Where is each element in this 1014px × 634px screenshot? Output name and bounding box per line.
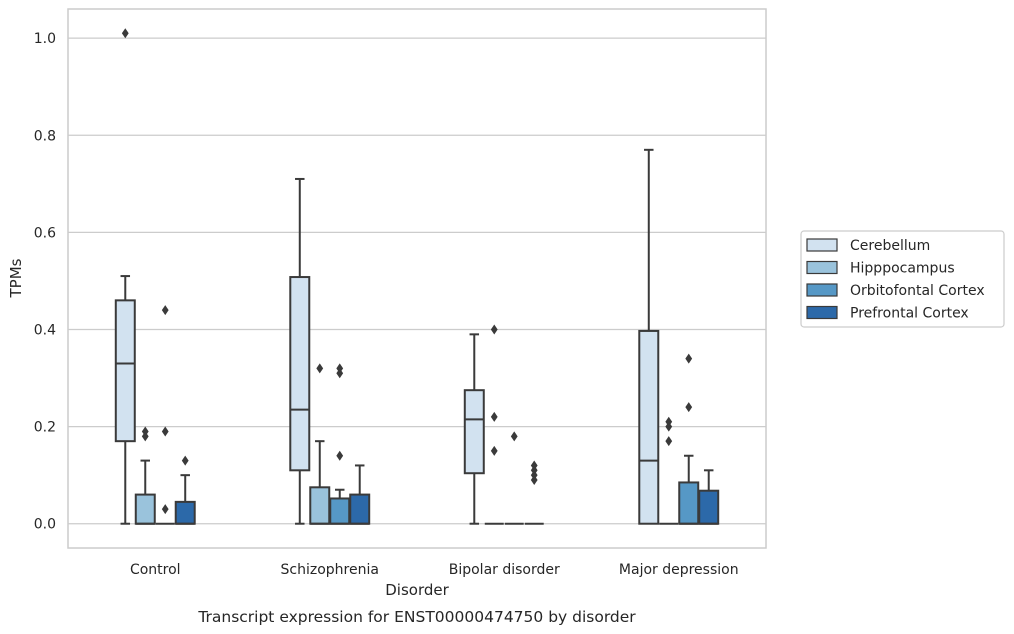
box-body	[309, 486, 331, 525]
outlier-point	[141, 426, 149, 437]
legend-label: Prefrontal Cortex	[850, 306, 969, 322]
box-prefrontal-cortex	[524, 460, 544, 525]
legend-label: Orbitofontal Cortex	[850, 283, 985, 299]
legend-swatch	[806, 305, 838, 320]
box-cerebellum	[289, 177, 311, 525]
box-prefrontal-cortex	[174, 455, 196, 525]
outlier-point	[161, 504, 169, 515]
box-hipppocampus	[659, 416, 679, 525]
x-axis-label: Disorder	[385, 581, 449, 599]
x-axis-ticks: Control Schizophrenia Bipolar disorder Majo…	[130, 562, 739, 578]
y-tick-label: 0.8	[34, 128, 56, 144]
box-body	[114, 299, 136, 443]
outlier-point	[490, 445, 498, 456]
gridlines	[68, 37, 766, 525]
outlier-point	[336, 450, 344, 461]
outlier-point	[161, 305, 169, 316]
outlier-point	[161, 426, 169, 437]
plot-area-frame	[67, 8, 767, 549]
box-hipppocampus	[134, 426, 156, 525]
outlier-point	[490, 324, 498, 335]
box-cerebellum	[638, 148, 660, 525]
box-body	[638, 329, 660, 525]
y-tick-label: 1.0	[34, 31, 56, 47]
box-plot-marks	[114, 28, 720, 525]
box-body	[174, 500, 196, 525]
box-prefrontal-cortex	[349, 464, 371, 525]
outlier-point	[665, 416, 673, 427]
outlier-point	[665, 436, 673, 447]
y-tick-label: 0.0	[34, 517, 56, 533]
outlier-point	[181, 455, 189, 466]
y-tick-label: 0.4	[34, 322, 56, 338]
x-tick-label: Control	[130, 562, 181, 578]
box-orbitofontal-cortex	[678, 353, 700, 525]
box-cerebellum	[463, 333, 485, 525]
chart-caption: Transcript expression for ENST0000047475…	[197, 608, 636, 626]
box-body	[329, 497, 351, 525]
outlier-point	[121, 28, 129, 39]
legend-swatch	[806, 260, 838, 275]
legend-label: Cerebellum	[850, 238, 930, 254]
box-orbitofontal-cortex	[155, 305, 175, 525]
box-prefrontal-cortex	[698, 469, 720, 525]
outlier-point	[530, 460, 538, 471]
legend-swatch	[806, 283, 838, 297]
box-cerebellum	[114, 28, 136, 525]
y-tick-label: 0.6	[34, 225, 56, 241]
box-body	[289, 276, 311, 472]
outlier-point	[510, 431, 518, 442]
box-body	[463, 389, 485, 475]
y-axis-ticks: 0.0 0.2 0.4 0.6 0.8 1.0	[34, 31, 56, 533]
box-hipppocampus	[484, 324, 504, 525]
box-body	[678, 481, 700, 525]
box-body	[698, 489, 720, 525]
outlier-point	[336, 363, 344, 374]
outlier-point	[316, 363, 324, 374]
box-body	[349, 493, 371, 525]
legend: Cerebellum Hipppocampus Orbitofontal Corte…	[800, 230, 1005, 328]
legend-swatch	[806, 238, 838, 252]
box-hipppocampus	[309, 363, 331, 525]
outlier-point	[490, 411, 498, 422]
y-axis-label: TPMs	[7, 258, 25, 298]
outlier-point	[685, 353, 693, 364]
box-body	[134, 493, 156, 525]
legend-label: Hipppocampus	[850, 261, 955, 277]
x-tick-label: Schizophrenia	[281, 562, 379, 578]
legend-frame	[800, 230, 1005, 328]
x-tick-label: Bipolar disorder	[449, 562, 560, 578]
outlier-point	[685, 402, 693, 413]
box-orbitofontal-cortex	[504, 431, 524, 525]
x-tick-label: Major depression	[619, 562, 739, 578]
box-orbitofontal-cortex	[329, 363, 351, 525]
y-tick-label: 0.2	[34, 420, 56, 436]
